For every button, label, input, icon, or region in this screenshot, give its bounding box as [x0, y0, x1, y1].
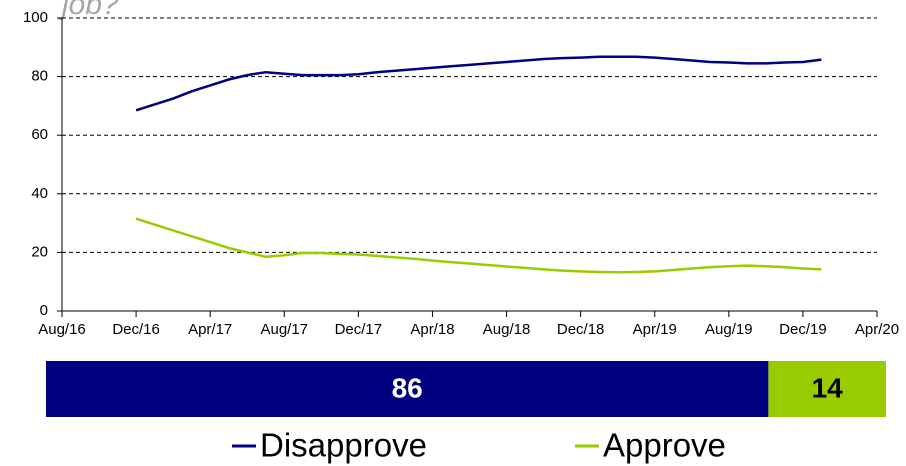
y-tick-label: 60: [31, 126, 48, 143]
x-tick-label: Aug/18: [483, 321, 531, 338]
x-tick-label: Apr/20: [855, 321, 899, 338]
x-tick-label: Aug/16: [38, 321, 86, 338]
y-tick-label: 40: [31, 185, 48, 202]
y-tick-label: 0: [40, 302, 48, 319]
x-tick-label: Dec/19: [779, 321, 827, 338]
x-tick-label: Apr/18: [410, 321, 454, 338]
x-tick-label: Apr/19: [633, 321, 677, 338]
x-tick-label: Dec/16: [112, 321, 160, 338]
data-line: [135, 55, 822, 112]
legend-label: Approve: [603, 427, 726, 464]
y-tick-label: 80: [31, 68, 48, 85]
chart-title: job?: [58, 0, 119, 21]
x-tick-label: Dec/18: [557, 321, 605, 338]
summary-label: 86: [392, 372, 423, 403]
x-tick-label: Dec/17: [335, 321, 383, 338]
summary-bar: [46, 361, 769, 417]
summary-bar: [768, 361, 886, 417]
data-line: [135, 217, 822, 274]
x-tick-label: Aug/19: [705, 321, 753, 338]
legend-label: Disapprove: [260, 427, 427, 464]
x-tick-label: Apr/17: [188, 321, 232, 338]
y-tick-label: 100: [23, 9, 48, 26]
summary-label: 14: [812, 372, 844, 403]
x-tick-label: Aug/17: [260, 321, 308, 338]
y-tick-label: 20: [31, 243, 48, 260]
